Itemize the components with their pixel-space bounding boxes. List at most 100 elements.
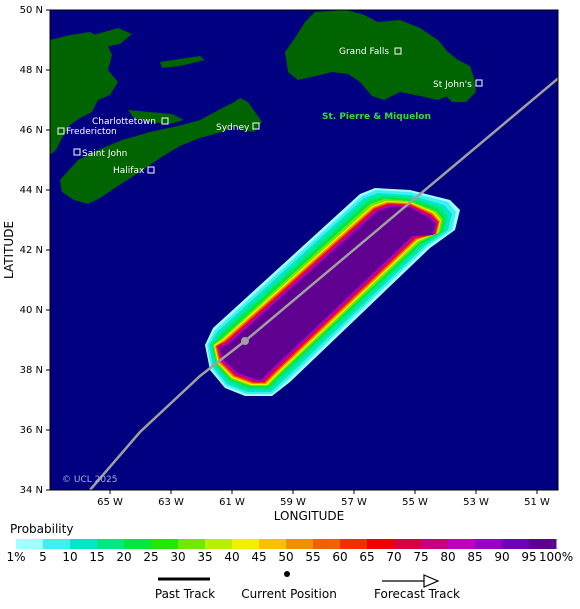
legend-color-cell: [313, 539, 341, 549]
marker-halifax: [147, 166, 155, 174]
y-tick-label: 40 N: [20, 305, 43, 316]
legend-color-cell: [70, 539, 98, 549]
marker-charlottetown: [161, 117, 169, 125]
x-tick-label: 55 W: [402, 497, 428, 508]
land-pei: [128, 110, 184, 124]
legend-color-cell: [43, 539, 71, 549]
x-tick-label: 59 W: [280, 497, 306, 508]
y-tick-label: 34 N: [20, 485, 43, 496]
legend-label: 60: [332, 550, 347, 564]
current-position-swatch: [284, 571, 290, 577]
y-tick-label: 36 N: [20, 425, 43, 436]
forecast-arrow-icon: [423, 574, 440, 588]
legend-label: 85: [467, 550, 482, 564]
label-st-johns: St John's: [433, 80, 472, 90]
legend-color-cell: [367, 539, 395, 549]
legend-color-cell: [421, 539, 449, 549]
land-mainland: [50, 32, 118, 155]
legend-color-cell: [97, 539, 125, 549]
x-tick-label: 65 W: [97, 497, 123, 508]
label-saint-john: Saint John: [82, 149, 127, 159]
legend-color-cell: [124, 539, 152, 549]
y-tick-label: 42 N: [20, 245, 43, 256]
label-fredericton: Fredericton: [66, 127, 117, 137]
legend-label: 15: [89, 550, 104, 564]
x-axis: 65 W 63 W 61 W 59 W 57 W 55 W 53 W 51 W: [97, 490, 550, 508]
land-gaspe: [62, 28, 132, 54]
legend-color-cell: [529, 539, 557, 549]
legend-label: 10: [62, 550, 77, 564]
legend-label: 45: [251, 550, 266, 564]
legend-labels: 1% 5 10 15 20 25 30 35 40 45 50 55 60 65 70 75 80 85 90 95 1…: [6, 550, 573, 564]
label-sydney: Sydney: [216, 123, 250, 133]
past-track-label: Past Track: [155, 587, 215, 601]
label-grand-falls: Grand Falls: [339, 47, 389, 57]
x-tick-label: 63 W: [158, 497, 184, 508]
land-avalon: [432, 62, 476, 102]
legend-label: 80: [440, 550, 455, 564]
legend-color-cell: [151, 539, 179, 549]
legend-label: 70: [386, 550, 401, 564]
land-newfoundland: [285, 10, 476, 100]
marker-grand-falls: [394, 47, 402, 55]
legend-label: 90: [494, 550, 509, 564]
legend-color-cell: [205, 539, 233, 549]
marker-st-johns: [475, 79, 483, 87]
current-position-label: Current Position: [241, 587, 337, 601]
x-tick-label: 61 W: [219, 497, 245, 508]
legend-label: 20: [116, 550, 131, 564]
x-tick-label: 53 W: [463, 497, 489, 508]
legend-color-cell: [475, 539, 503, 549]
legend-color-cell: [340, 539, 368, 549]
legend-color-cell: [286, 539, 314, 549]
label-charlottetown: Charlottetown: [92, 117, 156, 127]
x-axis-title: LONGITUDE: [274, 509, 344, 523]
y-tick-label: 46 N: [20, 125, 43, 136]
forecast-track-label: Forecast Track: [374, 587, 460, 601]
legend-color-cell: [448, 539, 476, 549]
legend-title: Probability: [10, 522, 73, 536]
storm-track: [89, 76, 558, 490]
legend-color-cell: [259, 539, 287, 549]
marker-sydney: [252, 122, 260, 130]
land-masses: [50, 10, 476, 204]
legend-label: 40: [224, 550, 239, 564]
legend-color-cell: [394, 539, 422, 549]
marker-fredericton: [57, 127, 65, 135]
swath-95: [220, 207, 434, 379]
legend-label: 1%: [6, 550, 25, 564]
y-tick-label: 44 N: [20, 185, 43, 196]
probability-swath: [205, 188, 460, 396]
y-axis-title: LATITUDE: [2, 221, 16, 279]
current-position-marker: [241, 337, 249, 345]
legend-color-cell: [178, 539, 206, 549]
y-tick-label: 48 N: [20, 65, 43, 76]
legend-label: 65: [359, 550, 374, 564]
label-st-pierre: St. Pierre & Miquelon: [322, 112, 431, 122]
legend-label: 100%: [539, 550, 573, 564]
copyright-text: © UCL 2025: [62, 475, 118, 485]
legend-color-cell: [232, 539, 260, 549]
legend-label: 25: [143, 550, 158, 564]
legend-color-cell: [16, 539, 44, 549]
y-tick-label: 50 N: [20, 5, 43, 16]
x-tick-label: 57 W: [341, 497, 367, 508]
land-nova-scotia: [60, 100, 250, 204]
legend-label: 95: [521, 550, 536, 564]
label-halifax: Halifax: [113, 166, 145, 176]
legend-colorbar: [16, 539, 557, 549]
legend-label: 30: [170, 550, 185, 564]
legend-color-cell: [502, 539, 530, 549]
legend-label: 5: [39, 550, 47, 564]
land-anticosti: [160, 56, 205, 68]
legend-label: 55: [305, 550, 320, 564]
legend-label: 50: [278, 550, 293, 564]
x-tick-label: 51 W: [524, 497, 550, 508]
legend-label: 35: [197, 550, 212, 564]
legend-label: 75: [413, 550, 428, 564]
y-tick-label: 38 N: [20, 365, 43, 376]
city-markers: [57, 47, 483, 174]
y-axis: 50 N 48 N 46 N 44 N 42 N 40 N 38 N 36 N 34 N: [20, 5, 50, 496]
marker-saint-john: [73, 148, 81, 156]
